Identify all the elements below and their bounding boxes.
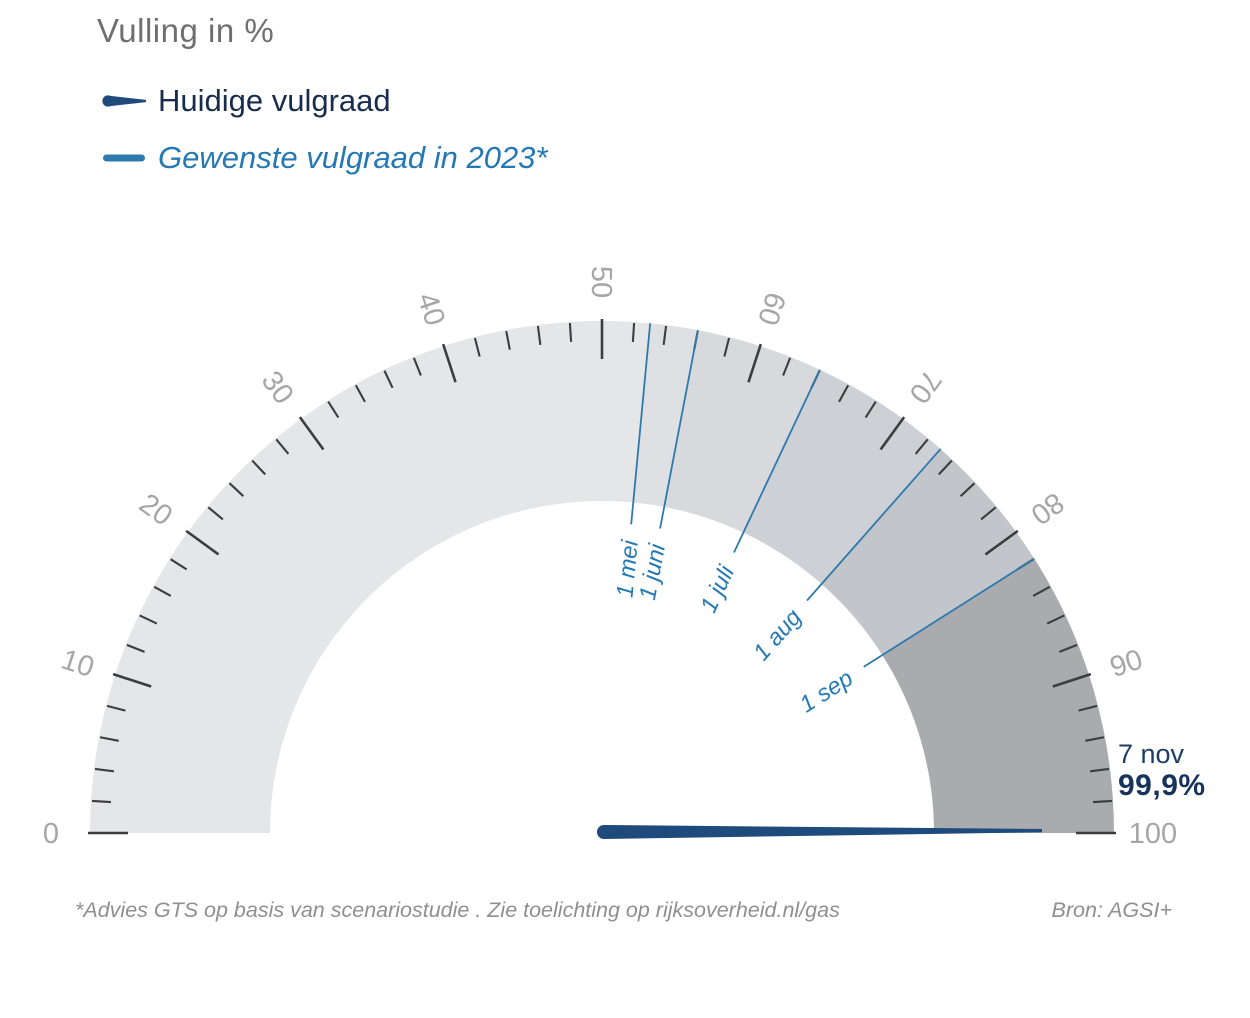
footer: *Advies GTS op basis van scenariostudie … [75, 898, 1172, 923]
minor-tick [327, 400, 340, 419]
minor-tick [1046, 614, 1065, 625]
target-line [630, 323, 652, 525]
current-value-annotation: 7 nov 99,9% [1118, 739, 1206, 803]
minor-tick [505, 330, 511, 350]
minor-tick [228, 482, 245, 497]
minor-tick [723, 337, 731, 357]
minor-tick [631, 322, 636, 343]
needle-pivot [597, 825, 611, 839]
minor-tick [914, 438, 929, 455]
minor-tick [153, 585, 172, 597]
minor-tick [139, 614, 158, 625]
minor-tick [473, 337, 481, 357]
gauge-segment [90, 320, 651, 833]
target-line [733, 369, 821, 553]
scale-label: 90 [1106, 644, 1147, 684]
legend: Huidige vulgraad Gewenste vulgraad in 20… [102, 72, 547, 186]
major-tick [1052, 672, 1092, 688]
scale-label: 30 [255, 365, 300, 410]
minor-tick [94, 767, 115, 773]
gauge-segment [882, 558, 1114, 833]
current-date: 7 nov [1118, 739, 1185, 769]
minor-tick [99, 736, 119, 742]
minor-tick [169, 558, 188, 571]
legend-label-target: Gewenste vulgraad in 2023* [158, 139, 548, 175]
minor-tick [1059, 643, 1078, 653]
minor-tick [662, 325, 668, 346]
minor-tick [1089, 767, 1110, 773]
gauge-segment [821, 448, 1035, 656]
minor-tick [1085, 736, 1105, 742]
source-credit: Bron: AGSI+ [1051, 898, 1173, 922]
gauge-segment [633, 323, 698, 507]
needle-swatch-icon [102, 94, 146, 107]
scale-label: 20 [133, 488, 178, 533]
minor-tick [864, 400, 877, 419]
minor-tick [536, 325, 542, 346]
minor-tick [106, 704, 126, 712]
minor-tick [126, 643, 145, 653]
scale-label: 10 [57, 644, 98, 684]
major-tick [747, 343, 763, 383]
major-tick [879, 416, 906, 451]
needle [603, 825, 1042, 839]
scale-label: 60 [751, 288, 791, 329]
legend-item-current: Huidige vulgraad [102, 72, 547, 129]
major-tick [441, 343, 457, 383]
minor-tick [1092, 799, 1113, 804]
target-label: 1 juli [695, 561, 739, 617]
scale-label: 80 [1025, 486, 1070, 531]
minor-tick [275, 438, 290, 455]
scale-label: 0 [43, 818, 59, 850]
target-line [863, 557, 1035, 668]
scale-label: 100 [1129, 818, 1177, 850]
chart-title: Vulling in % [97, 12, 275, 49]
footnote: *Advies GTS op basis van scenariostudie … [75, 898, 840, 922]
target-label: 1 sep [795, 665, 857, 718]
legend-label-current: Huidige vulgraad [158, 82, 391, 118]
scale-label: 50 [585, 266, 617, 298]
minor-tick [782, 357, 792, 376]
legend-item-target: Gewenste vulgraad in 2023* [102, 129, 547, 186]
minor-tick [383, 370, 394, 389]
minor-tick [412, 357, 422, 376]
major-tick [112, 672, 152, 688]
minor-tick [568, 322, 573, 343]
minor-tick [938, 459, 953, 476]
current-value: 99,9% [1118, 769, 1206, 803]
major-tick [298, 416, 325, 451]
target-line-swatch-icon [103, 154, 145, 161]
major-tick [984, 529, 1019, 556]
target-label: 1 mei [612, 538, 643, 598]
minor-tick [1032, 585, 1051, 597]
minor-tick [207, 506, 224, 521]
target-line [659, 329, 699, 529]
minor-tick [251, 459, 266, 476]
minor-tick [959, 482, 976, 497]
minor-tick [91, 799, 112, 804]
minor-tick [1078, 704, 1098, 712]
minor-tick [838, 384, 850, 403]
minor-tick [980, 506, 997, 521]
target-label: 1 aug [748, 604, 806, 665]
gauge-segment [743, 369, 941, 584]
scale-label: 70 [903, 364, 948, 409]
gauge-segment [664, 330, 820, 533]
scale-label: 40 [410, 289, 450, 330]
major-tick [185, 529, 220, 556]
minor-tick [354, 384, 366, 403]
target-line [806, 448, 942, 602]
